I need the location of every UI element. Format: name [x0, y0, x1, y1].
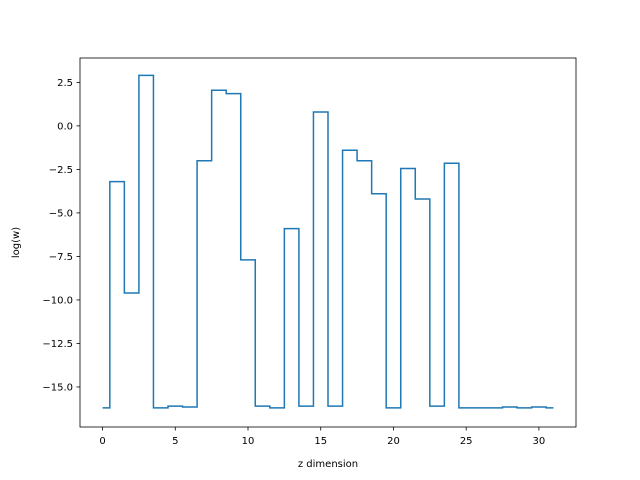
- x-tick-label: 30: [533, 436, 546, 447]
- y-tick-label: −12.5: [42, 339, 73, 350]
- x-tick-label: 15: [314, 436, 327, 447]
- y-axis-label: log(w): [11, 227, 22, 258]
- axes-frame: [79, 57, 577, 428]
- y-tick-label: 0.0: [57, 121, 73, 132]
- series-line-0: [102, 74, 554, 409]
- plot-area: [79, 57, 577, 428]
- x-axis-label: z dimension: [298, 459, 358, 470]
- x-axis-ticks: 0 5 10 15 20 25 30: [99, 427, 545, 447]
- y-tick-label: −10.0: [42, 296, 73, 307]
- y-tick-label: 2.5: [57, 78, 73, 89]
- x-tick-label: 25: [460, 436, 473, 447]
- x-tick-label: 10: [242, 436, 255, 447]
- y-tick-label: −7.5: [49, 252, 73, 263]
- y-tick-label: −2.5: [49, 165, 73, 176]
- y-tick-label: −5.0: [49, 209, 73, 220]
- y-tick-label: −15.0: [42, 383, 73, 394]
- x-tick-label: 0: [99, 436, 105, 447]
- x-tick-label: 5: [172, 436, 178, 447]
- x-tick-label: 20: [387, 436, 400, 447]
- y-axis-ticks: 2.5 0.0 −2.5 −5.0 −7.5 −10.0 −12.5 −15.0: [42, 78, 80, 394]
- series-layer: [102, 74, 554, 409]
